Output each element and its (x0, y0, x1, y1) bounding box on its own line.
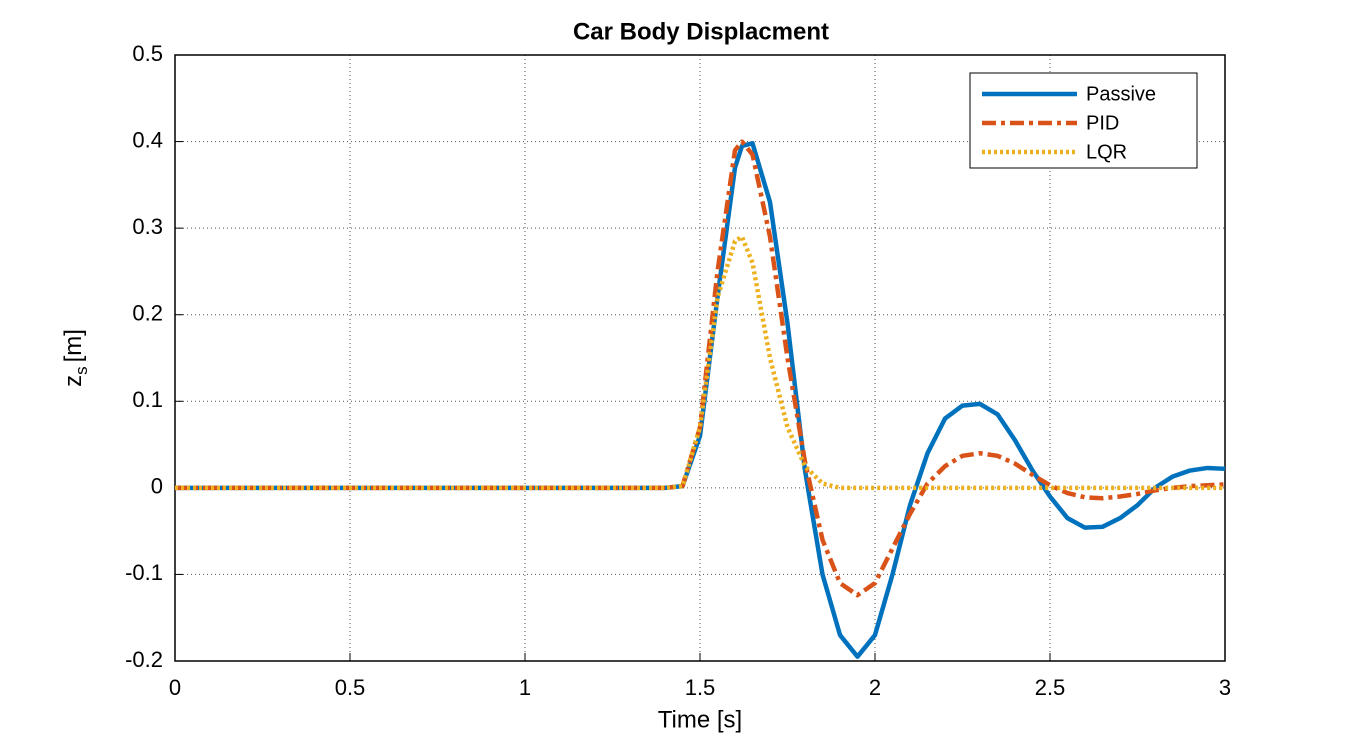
y-tick-label: 0.4 (132, 127, 163, 152)
x-tick-label: 2.5 (1035, 675, 1066, 700)
y-tick-label: -0.1 (125, 560, 163, 585)
chart-title: Car Body Displacment (573, 18, 829, 45)
y-axis-label: zs [m] (60, 329, 91, 387)
x-axis-label: Time [s] (658, 706, 742, 733)
y-tick-label: 0.2 (132, 301, 163, 326)
data-line (175, 234, 1225, 491)
data-line (175, 139, 1226, 598)
y-label-main: z (60, 375, 87, 387)
plot-frame (174, 54, 1226, 662)
legend-box (969, 72, 1198, 169)
x-tick-label: 0.5 (335, 675, 366, 700)
legend: Passive PID LQR (969, 72, 1198, 169)
x-tick-label: 1.5 (685, 675, 716, 700)
x-tick-label: 3 (1219, 675, 1231, 700)
legend-label: LQR (1086, 141, 1127, 163)
y-tick-label: -0.2 (125, 647, 163, 672)
y-label-text: zs [m] (60, 329, 91, 387)
legend-label: Passive (1086, 83, 1156, 105)
data-line (175, 141, 1226, 659)
y-tick-label: 0 (151, 474, 163, 499)
x-tick-label: 0 (169, 675, 181, 700)
y-tick-label: 0.5 (132, 41, 163, 66)
y-label-unit: [m] (60, 329, 87, 362)
x-tick-label: 2 (869, 675, 881, 700)
x-tick-label: 1 (519, 675, 531, 700)
y-tick-label: 0.3 (132, 214, 163, 239)
y-label-sub: s (72, 366, 91, 375)
y-tick-label: 0.1 (132, 387, 163, 412)
legend-label: PID (1086, 112, 1119, 134)
